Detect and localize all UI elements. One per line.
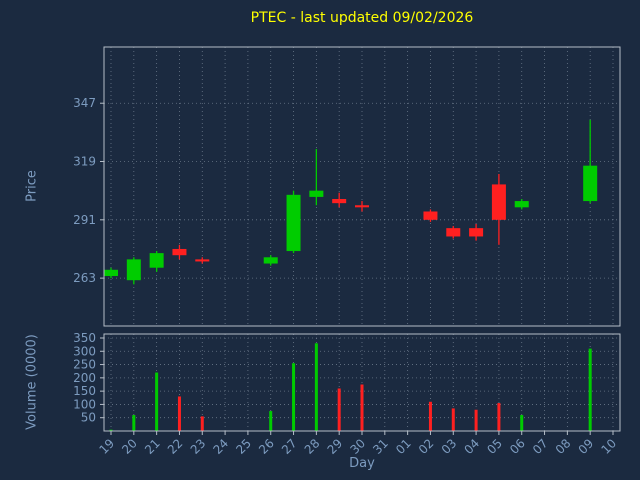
- volume-bar-day-03: [451, 408, 455, 431]
- candle-body-day-06: [514, 201, 529, 208]
- candle-body-day-27: [286, 194, 301, 252]
- x-axis-label: Day: [349, 456, 375, 471]
- volume-bar-day-26: [269, 411, 273, 431]
- volume-tick-label: 300: [73, 344, 96, 358]
- x-tick-label: 23: [188, 436, 209, 457]
- volume-bar-day-29: [337, 388, 341, 431]
- price-tick-label: 291: [73, 213, 96, 227]
- x-tick-label: 22: [165, 436, 186, 457]
- candle-body-day-22: [172, 248, 187, 256]
- volume-tick-label: 250: [73, 358, 96, 372]
- candle-body-day-03: [446, 228, 461, 237]
- volume-bar-day-02: [428, 401, 432, 431]
- volume-bar-day-09: [588, 348, 592, 431]
- price-plot-border: [103, 46, 621, 327]
- x-tick-label: 04: [462, 436, 483, 457]
- price-tick-label: 347: [73, 96, 96, 110]
- x-tick-label: 09: [576, 436, 597, 457]
- candle-body-day-02: [423, 211, 438, 220]
- x-tick-label: 10: [598, 436, 619, 457]
- volume-tick-label: 350: [73, 331, 96, 345]
- candle-body-day-04: [469, 228, 484, 237]
- volume-tick-label: 100: [73, 397, 96, 411]
- x-tick-label: 27: [279, 436, 300, 457]
- x-tick-label: 05: [484, 436, 505, 457]
- candle-body-day-28: [309, 190, 324, 197]
- x-tick-label: 19: [96, 436, 117, 457]
- volume-bar-day-06: [520, 415, 524, 431]
- x-tick-label: 20: [119, 436, 140, 457]
- volume-bar-day-23: [200, 416, 204, 431]
- volume-bar-day-19: [109, 429, 113, 431]
- candle-body-day-29: [332, 198, 347, 204]
- price-tick-label: 319: [73, 155, 96, 169]
- candle-body-day-21: [149, 253, 164, 268]
- volume-bar-day-28: [314, 343, 318, 431]
- candle-body-day-23: [195, 259, 210, 262]
- x-tick-label: 21: [142, 436, 163, 457]
- volume-bar-day-30: [360, 384, 364, 431]
- volume-tick-label: 200: [73, 371, 96, 385]
- x-tick-label: 24: [211, 436, 232, 457]
- volume-bar-day-05: [497, 403, 501, 431]
- x-tick-label: 06: [507, 436, 528, 457]
- x-tick-label: 08: [553, 436, 574, 457]
- x-tick-label: 29: [325, 436, 346, 457]
- x-tick-label: 28: [302, 436, 323, 457]
- volume-axis-label: Volume (0000): [24, 334, 40, 430]
- x-tick-label: 01: [393, 436, 414, 457]
- volume-bar-day-27: [292, 363, 296, 431]
- candle-body-day-19: [104, 269, 118, 277]
- x-tick-label: 26: [256, 436, 277, 457]
- candle-body-day-30: [355, 205, 369, 208]
- candle-body-day-26: [263, 257, 278, 264]
- volume-bar-day-22: [177, 396, 181, 431]
- candle-body-day-09: [583, 165, 598, 202]
- volume-tick-label: 150: [73, 384, 96, 398]
- candle-body-day-05: [491, 184, 506, 220]
- x-tick-label: 25: [233, 436, 254, 457]
- x-tick-label: 07: [530, 436, 551, 457]
- x-tick-label: 02: [416, 436, 437, 457]
- price-tick-label: 263: [73, 271, 96, 285]
- x-tick-label: 30: [347, 436, 368, 457]
- volume-bar-day-21: [155, 372, 159, 431]
- volume-bar-day-04: [474, 409, 478, 431]
- volume-bar-day-20: [132, 415, 136, 431]
- volume-tick-label: 50: [81, 411, 96, 425]
- chart-title: PTEC - last updated 09/02/2026: [250, 10, 474, 26]
- x-tick-label: 31: [370, 436, 391, 457]
- x-tick-label: 03: [439, 436, 460, 457]
- price-axis-label: Price: [24, 170, 40, 202]
- candle-body-day-20: [126, 259, 141, 281]
